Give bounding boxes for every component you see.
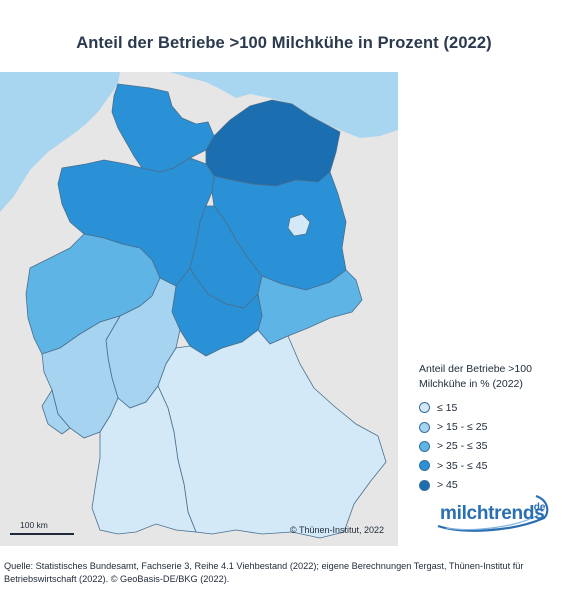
region-saarland [41, 388, 71, 435]
map-area [0, 72, 398, 546]
germany-map [0, 72, 398, 546]
region-thueringen [171, 267, 263, 357]
map-title: Anteil der Betriebe >100 Milchkühe in Pr… [76, 34, 492, 52]
legend-title: Anteil der Betriebe >100 Milchkühe in % … [419, 362, 564, 392]
legend-item: > 35 - ≤ 45 [419, 456, 564, 475]
milchtrends-logo-swoosh [437, 494, 549, 532]
region-berlin [287, 213, 311, 237]
legend: Anteil der Betriebe >100 Milchkühe in % … [419, 362, 564, 495]
legend-swatch [419, 479, 430, 491]
region-schleswig-holstein [111, 83, 215, 173]
legend-item-label: > 25 - ≤ 35 [437, 440, 488, 453]
legend-items: ≤ 15 > 15 - ≤ 25 > 25 - ≤ 35 > 35 - ≤ 45… [419, 398, 564, 495]
legend-item: ≤ 15 [419, 398, 564, 417]
legend-item: > 45 [419, 476, 564, 495]
scale-bar [10, 533, 74, 535]
legend-item-label: > 35 - ≤ 45 [437, 459, 488, 472]
region-baden-wuerttemberg [91, 385, 197, 535]
legend-item-label: > 15 - ≤ 25 [437, 421, 488, 434]
baltic-sea [170, 72, 398, 138]
scale-label: 100 km [20, 520, 48, 530]
legend-swatch [419, 421, 430, 433]
legend-item: > 25 - ≤ 35 [419, 437, 564, 456]
legend-title-line1: Anteil der Betriebe >100 [419, 363, 532, 375]
legend-swatch [419, 440, 430, 452]
legend-item-label: ≤ 15 [437, 401, 458, 414]
north-sea [0, 72, 120, 212]
legend-swatch [419, 460, 430, 472]
logo-suffix: .de [531, 502, 546, 513]
source-note: Quelle: Statistisches Bundesamt, Fachser… [4, 561, 524, 584]
legend-item-label: > 45 [437, 479, 458, 492]
legend-item: > 15 - ≤ 25 [419, 417, 564, 436]
legend-title-line2: Milchkühe in % (2022) [419, 378, 523, 390]
legend-swatch [419, 402, 430, 414]
logo-text: milchtrends [440, 503, 545, 524]
denmark [120, 72, 178, 92]
copyright-text: © Thünen-Institut, 2022 [290, 525, 385, 535]
